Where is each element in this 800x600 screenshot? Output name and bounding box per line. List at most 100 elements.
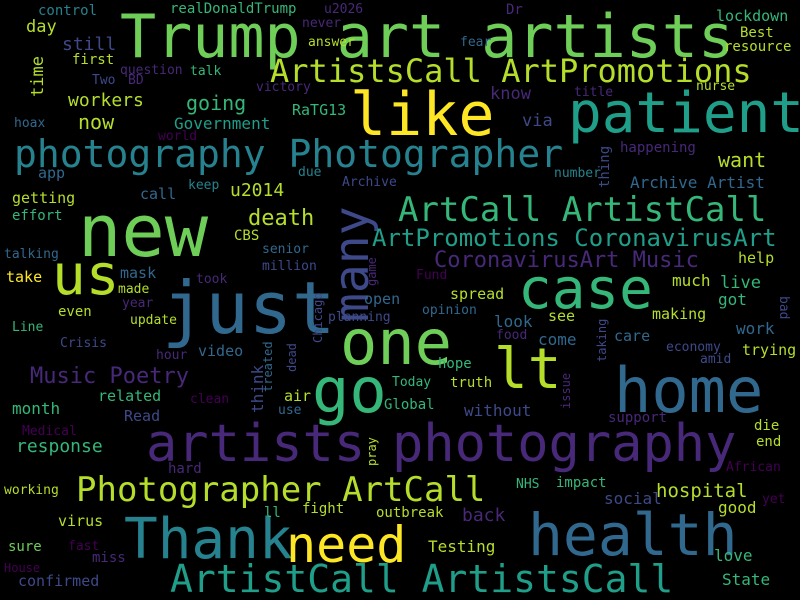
word: food (496, 328, 528, 343)
word: want (718, 148, 767, 172)
word: working (4, 483, 59, 498)
word: hospital (656, 480, 748, 502)
word: use (278, 403, 302, 418)
word: Archive Artist (630, 173, 765, 192)
word: Line (12, 320, 44, 335)
word: u2014 (230, 180, 285, 201)
word: take (6, 268, 43, 286)
word: fear (460, 35, 492, 50)
word: know (490, 84, 531, 104)
word: hour (156, 348, 188, 363)
word: see (548, 307, 576, 325)
word: via (522, 111, 553, 131)
word: BD (128, 73, 144, 88)
word: photography Photographer (14, 132, 564, 176)
word: spread (450, 285, 505, 303)
word: work (736, 319, 775, 338)
word: Archive (342, 175, 397, 190)
word: even (58, 304, 92, 320)
word: day (26, 17, 57, 37)
word: Global (384, 397, 435, 413)
word: open (364, 290, 401, 308)
word: good (718, 498, 757, 517)
word: effort (12, 208, 63, 224)
word: patient (568, 81, 800, 146)
word: control (38, 3, 98, 19)
word: hoax (14, 116, 46, 131)
word: need (286, 516, 407, 574)
word: case (518, 257, 653, 322)
word: still (62, 34, 117, 55)
word: answer (308, 35, 355, 50)
word: much (672, 271, 711, 290)
word: nurse (696, 79, 736, 94)
word: Testing (428, 537, 496, 556)
word: million (262, 259, 317, 274)
word: call (140, 185, 177, 203)
word: care (614, 327, 651, 345)
word: bad (776, 296, 791, 320)
word: impact (556, 475, 607, 491)
word: Chicago (311, 292, 325, 343)
word: Best (740, 25, 774, 41)
word: ArtCall ArtistCall (398, 190, 767, 230)
word: senior (262, 242, 309, 257)
word: amid (700, 352, 732, 367)
word: Music Poetry (30, 364, 189, 389)
word: just (162, 266, 336, 350)
word: economy (666, 340, 721, 355)
word: RaTG13 (292, 101, 347, 119)
word: CBS (234, 228, 260, 244)
word: Today (392, 375, 432, 390)
word: go (312, 354, 387, 427)
word: workers (68, 90, 144, 111)
word: u2026 (324, 2, 364, 17)
word: Fund (416, 268, 448, 283)
word: mask (120, 264, 157, 282)
word: State (722, 570, 771, 589)
word: fight (302, 501, 345, 517)
word: dead (285, 343, 299, 372)
word: back (462, 505, 506, 526)
word: end (756, 434, 782, 450)
word: Government (174, 114, 271, 133)
word: without (464, 401, 532, 420)
word: realDonaldTrump (170, 1, 297, 17)
word: issue (559, 372, 573, 409)
word: us (52, 243, 120, 308)
word: question (120, 63, 183, 78)
word: game (365, 257, 379, 286)
word: support (608, 410, 668, 426)
word: help (738, 249, 775, 267)
word: outbreak (376, 505, 444, 521)
word: fast (68, 539, 100, 554)
word: never (302, 16, 342, 31)
word: truth (450, 375, 493, 391)
word: home (614, 354, 764, 427)
word: getting (12, 189, 76, 207)
word: hope (438, 356, 472, 372)
word: month (12, 399, 61, 418)
word: new (78, 189, 209, 273)
word: response (16, 436, 103, 457)
word: health (528, 501, 738, 569)
word: planning (328, 310, 391, 325)
word: got (718, 290, 747, 309)
word: come (538, 330, 577, 349)
word: ll (264, 505, 281, 521)
word: one (340, 306, 452, 379)
word: related (98, 387, 162, 405)
word: confirmed (18, 572, 100, 590)
word: sure (8, 539, 42, 555)
word: clean (190, 392, 230, 407)
word: ArtPromotions CoronavirusArt (372, 224, 777, 252)
word: Trump art artists (120, 2, 735, 72)
word: video (198, 342, 244, 360)
word: talk (190, 64, 222, 79)
word: artists (146, 414, 366, 474)
word: year (122, 296, 154, 311)
word: Crisis (60, 336, 107, 351)
word: yet (762, 492, 786, 507)
word: Read (124, 407, 161, 425)
word: like (350, 80, 495, 150)
